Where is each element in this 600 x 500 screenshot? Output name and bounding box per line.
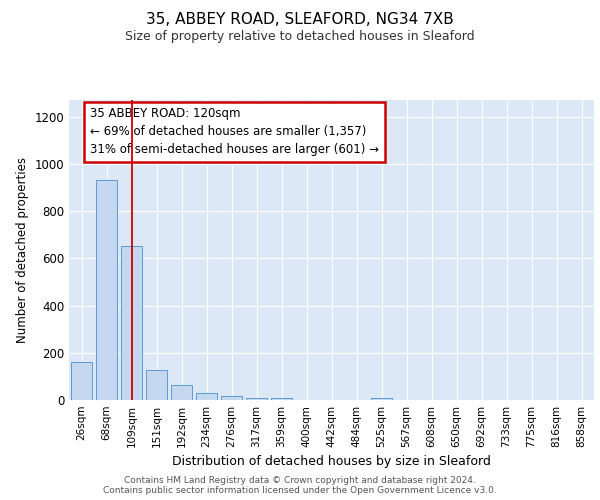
Text: Contains HM Land Registry data © Crown copyright and database right 2024.
Contai: Contains HM Land Registry data © Crown c… [103, 476, 497, 495]
Bar [171, 384, 192, 400]
Bar [146, 370, 167, 400]
Text: 35, ABBEY ROAD, SLEAFORD, NG34 7XB: 35, ABBEY ROAD, SLEAFORD, NG34 7XB [146, 12, 454, 28]
Text: Size of property relative to detached houses in Sleaford: Size of property relative to detached ho… [125, 30, 475, 43]
Bar [221, 396, 242, 400]
Bar [71, 362, 92, 400]
Bar [246, 398, 267, 400]
Bar [271, 398, 292, 400]
Bar [196, 393, 217, 400]
Bar [121, 246, 142, 400]
Bar [96, 180, 117, 400]
Y-axis label: Number of detached properties: Number of detached properties [16, 157, 29, 343]
Text: 35 ABBEY ROAD: 120sqm
← 69% of detached houses are smaller (1,357)
31% of semi-d: 35 ABBEY ROAD: 120sqm ← 69% of detached … [90, 108, 379, 156]
X-axis label: Distribution of detached houses by size in Sleaford: Distribution of detached houses by size … [172, 456, 491, 468]
Bar [371, 398, 392, 400]
